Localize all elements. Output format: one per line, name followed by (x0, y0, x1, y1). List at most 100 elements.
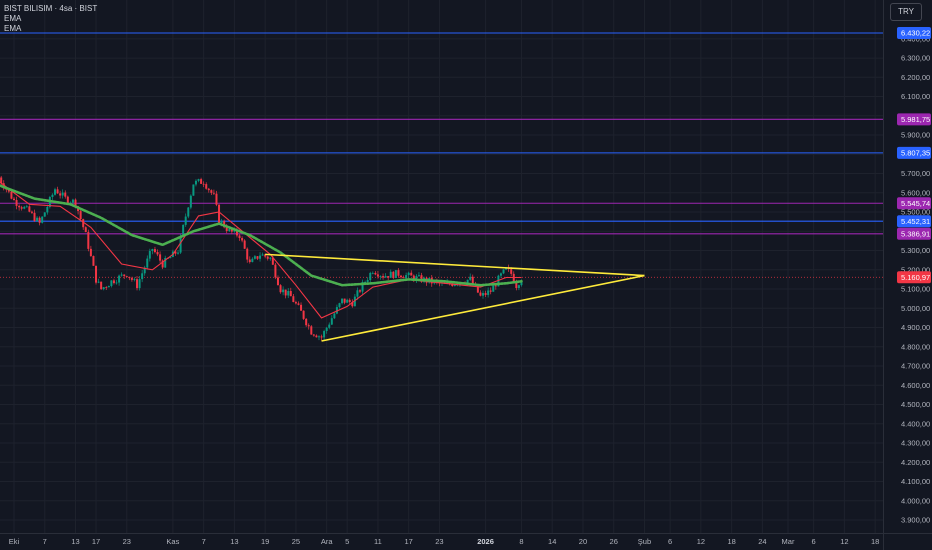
candle-body (207, 188, 210, 191)
time-axis[interactable]: Eki 7 13 17 23 Kas 7 13 19 25 Ara 5 11 17 23 2026 8 14 20 2… (9, 537, 880, 546)
x-tick-label: 19 (261, 537, 269, 546)
candle-body (33, 212, 36, 222)
x-tick-label: Mar (782, 537, 795, 546)
y-tick-label: 4.000,00 (901, 496, 930, 505)
ema-fast-legend[interactable]: EMA (4, 14, 22, 23)
candle-body (202, 183, 205, 185)
candle-body (30, 211, 33, 213)
x-tick-label: 12 (840, 537, 848, 546)
candle-body (307, 325, 310, 327)
price-level-badge-label: 5.981,75 (901, 115, 930, 124)
candle-body (287, 290, 290, 296)
candle-body (292, 296, 295, 303)
candle-body (95, 265, 98, 283)
candle-body (405, 275, 408, 279)
candle-body (146, 258, 149, 268)
candle-body (269, 257, 272, 259)
price-level-badge (897, 27, 931, 39)
candle-body (343, 298, 346, 303)
candle-body (382, 276, 385, 278)
price-level-badge-label: 5.807,35 (901, 149, 930, 158)
price-level-badge (897, 197, 931, 210)
candle-body (402, 277, 405, 279)
candle-body (13, 198, 15, 201)
candle-body (23, 206, 26, 209)
symbol-title[interactable]: BIST BILISIM · 4sa · BIST (4, 4, 98, 13)
candle-body (107, 286, 110, 288)
x-tick-label: 2026 (477, 537, 494, 546)
candle-body (333, 313, 336, 319)
candle-body (220, 220, 223, 223)
candle-body (297, 303, 300, 305)
candle-body (66, 196, 69, 204)
price-axis[interactable]: 3.900,00 4.000,00 4.100,00 4.200,00 4.300,00… (897, 27, 931, 525)
candle-body (218, 204, 221, 223)
candle-body (15, 200, 18, 206)
y-tick-label: 3.900,00 (901, 516, 930, 525)
y-tick-label: 6.300,00 (901, 54, 930, 63)
price-level-badge-label: 5.545,74 (901, 199, 930, 208)
candle-body (136, 279, 139, 289)
y-tick-label: 4.300,00 (901, 439, 930, 448)
candle-body (412, 275, 415, 281)
candle-body (453, 284, 456, 286)
candle-body (82, 219, 85, 228)
candle-body (143, 267, 146, 274)
candle-body (130, 278, 133, 280)
x-tick-label: 18 (871, 537, 879, 546)
x-tick-label: 14 (548, 537, 556, 546)
candle-body (28, 206, 31, 212)
y-tick-label: 5.100,00 (901, 285, 930, 294)
price-level-badge (897, 113, 931, 126)
price-level-badge-label: 5.386,91 (901, 230, 930, 239)
y-tick-label: 5.500,00 (901, 208, 930, 217)
candle-body (189, 195, 192, 208)
candle-body (379, 276, 382, 277)
candle-body (18, 205, 21, 208)
triangle-upper-line (265, 253, 645, 277)
candle-body (353, 296, 356, 307)
y-tick-label: 4.600,00 (901, 381, 930, 390)
candle-body (415, 276, 418, 281)
ema-slow-legend[interactable]: EMA (4, 24, 22, 33)
x-tick-label: 11 (374, 537, 382, 546)
y-tick-label: 4.500,00 (901, 400, 930, 409)
candle-body (323, 331, 326, 338)
y-tick-label: 6.200,00 (901, 73, 930, 82)
candle-body (384, 276, 387, 278)
candle-body (118, 275, 121, 283)
candle-body (148, 250, 151, 259)
x-tick-label: 23 (435, 537, 443, 546)
candle-body (200, 179, 203, 184)
price-level-badge (897, 215, 931, 228)
candle-body (348, 299, 351, 303)
candle-body (92, 256, 95, 266)
x-tick-label: Ara (321, 537, 334, 546)
candle-body (369, 272, 372, 281)
candle-body (87, 232, 90, 249)
y-tick-label: 4.700,00 (901, 362, 930, 371)
triangle-pattern[interactable] (265, 253, 645, 342)
candle-body (335, 307, 338, 314)
candle-body (123, 274, 126, 276)
currency-button[interactable]: TRY (890, 3, 922, 21)
candle-body (105, 287, 108, 288)
candle-body (499, 273, 502, 276)
candle-body (271, 257, 274, 265)
candle-body (74, 199, 77, 207)
x-tick-label: 13 (71, 537, 79, 546)
price-level-badge (897, 146, 931, 159)
candle-body (371, 272, 374, 274)
candle-body (177, 252, 180, 254)
candle-body (246, 248, 249, 260)
candle-body (448, 282, 451, 285)
candle-body (138, 279, 141, 289)
candle-body (164, 257, 167, 268)
candle-body (251, 258, 254, 263)
candle-body (294, 302, 297, 304)
candle-body (153, 249, 156, 253)
x-tick-label: 7 (202, 537, 206, 546)
candle-body (346, 299, 349, 303)
x-tick-label: 23 (123, 537, 131, 546)
